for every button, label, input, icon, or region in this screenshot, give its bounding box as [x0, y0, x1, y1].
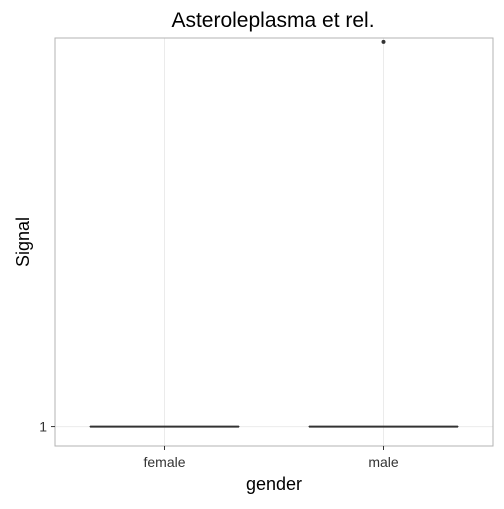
x-axis-label: gender — [246, 474, 302, 494]
chart-title: Asteroleplasma et rel. — [171, 9, 374, 32]
x-tick-label: male — [368, 454, 399, 470]
y-tick-label: 1 — [39, 419, 47, 435]
outlier-layer — [382, 40, 386, 44]
x-tick-label: female — [143, 454, 185, 470]
outlier-point — [382, 40, 386, 44]
y-axis-label: Signal — [13, 217, 33, 267]
